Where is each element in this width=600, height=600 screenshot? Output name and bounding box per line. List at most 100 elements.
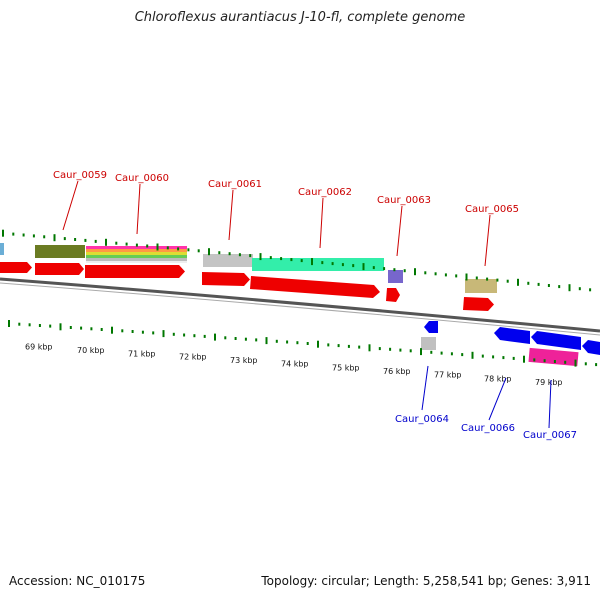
cds-caur-0060[interactable]	[85, 265, 185, 278]
major-tick	[517, 278, 519, 286]
minor-tick	[135, 243, 138, 247]
minor-tick	[100, 328, 103, 331]
minor-tick	[249, 254, 252, 258]
gene-label-caur-0063[interactable]: Caur_0063	[377, 195, 431, 206]
reverse-gene-labels: Caur_0064 Caur_0066 Caur_0067	[395, 365, 577, 441]
gene-caur-0063-annotation[interactable]	[388, 270, 403, 283]
minor-tick	[430, 350, 433, 354]
scale-label: 76 kbp	[383, 367, 411, 376]
minor-tick	[63, 237, 66, 241]
minor-tick	[244, 337, 247, 341]
cds-caur-0064[interactable]	[424, 321, 438, 333]
minor-tick	[547, 284, 550, 287]
major-tick	[574, 359, 577, 367]
minor-tick	[121, 329, 124, 333]
major-tick	[471, 351, 474, 359]
major-tick	[156, 243, 159, 251]
gene-label-caur-0059[interactable]: Caur_0059	[53, 170, 107, 181]
minor-tick	[146, 244, 149, 248]
minor-tick	[409, 349, 412, 353]
gene-label-caur-0060[interactable]: Caur_0060	[115, 173, 169, 184]
minor-tick	[238, 253, 241, 257]
gene-feature-edge[interactable]	[0, 243, 4, 255]
cds-caur-0065[interactable]	[463, 297, 494, 311]
cds-caur-0066[interactable]	[494, 327, 530, 344]
minor-tick	[296, 341, 299, 345]
lower-tick-track	[8, 320, 598, 367]
gene-label-caur-0061[interactable]: Caur_0061	[208, 179, 262, 190]
minor-tick	[286, 340, 289, 344]
minor-tick	[197, 249, 200, 253]
major-tick	[362, 263, 365, 271]
major-tick	[265, 337, 268, 345]
gene-label-caur-0064[interactable]: Caur_0064	[395, 414, 449, 425]
minor-tick	[280, 257, 283, 261]
minor-tick	[537, 282, 540, 286]
gene-caur-0067-annotation[interactable]	[528, 347, 579, 367]
minor-tick	[589, 288, 592, 292]
major-tick	[105, 238, 107, 246]
gene-label-caur-0067[interactable]: Caur_0067	[523, 430, 577, 441]
minor-tick	[183, 333, 186, 337]
minor-tick	[341, 263, 344, 267]
minor-tick	[218, 251, 221, 255]
minor-tick	[595, 363, 598, 367]
gene-caur-0062-annotation[interactable]	[252, 258, 384, 271]
minor-tick	[553, 360, 556, 363]
scale-label: 78 kbp	[484, 374, 512, 383]
minor-tick	[399, 348, 402, 352]
minor-tick	[269, 256, 272, 260]
minor-tick	[337, 344, 340, 348]
cds-caur-0059[interactable]	[35, 263, 84, 275]
minor-tick	[12, 232, 15, 236]
major-tick	[414, 268, 416, 276]
minor-tick	[187, 248, 190, 252]
scale-labels: 69 kbp 70 kbp 71 kbp 72 kbp 73 kbp 74 kbp 75 k…	[25, 343, 563, 388]
gene-label-caur-0066[interactable]: Caur_0066	[461, 423, 515, 434]
minor-tick	[152, 331, 155, 335]
map-title: Chloroflexus aurantiacus J-10-fl, comple…	[134, 10, 466, 25]
gene-caur-0059-annotation[interactable]	[35, 245, 85, 258]
gene-label-caur-0062[interactable]: Caur_0062	[298, 187, 352, 198]
minor-tick	[69, 326, 72, 329]
forward-gene-labels: Caur_0059 Caur_0060 Caur_0061 Caur_0062 …	[53, 170, 519, 267]
cds-caur-0061[interactable]	[202, 272, 250, 286]
minor-tick	[18, 322, 21, 326]
major-tick	[2, 229, 4, 237]
minor-tick	[290, 258, 293, 262]
minor-tick	[461, 353, 464, 357]
minor-tick	[172, 332, 175, 336]
genome-stats-text: Topology: circular; Length: 5,258,541 bp…	[261, 574, 591, 588]
genome-backbone-shadow	[0, 282, 600, 336]
upper-tick-track	[2, 229, 592, 292]
gene-caur-0060-annotation[interactable]	[86, 246, 187, 263]
minor-tick	[506, 279, 509, 283]
scale-label: 73 kbp	[230, 356, 258, 365]
cds-caur-0062[interactable]	[250, 276, 380, 298]
genome-backbone	[0, 277, 600, 333]
minor-tick	[234, 337, 237, 340]
minor-tick	[475, 276, 478, 280]
major-tick	[259, 253, 262, 261]
minor-tick	[564, 360, 567, 364]
minor-tick	[90, 327, 93, 331]
gene-caur-0065-annotation[interactable]	[465, 279, 497, 293]
minor-tick	[275, 339, 278, 343]
scale-label: 79 kbp	[535, 378, 563, 387]
cds-feature-right-edge[interactable]	[582, 340, 600, 355]
gene-caur-0061-annotation[interactable]	[203, 254, 253, 267]
cds-caur-0063[interactable]	[386, 288, 400, 302]
gene-label-caur-0065[interactable]: Caur_0065	[465, 204, 519, 215]
minor-tick	[352, 264, 355, 268]
scale-label: 70 kbp	[77, 346, 105, 355]
gene-caur-0064-annotation[interactable]	[421, 337, 436, 350]
minor-tick	[177, 247, 180, 251]
cds-caur-0067[interactable]	[531, 331, 581, 350]
cds-feature-edge[interactable]	[0, 262, 32, 273]
scale-label: 75 kbp	[332, 363, 360, 372]
minor-tick	[84, 238, 87, 242]
minor-tick	[434, 272, 437, 276]
minor-tick	[543, 359, 546, 363]
major-tick	[208, 248, 210, 256]
